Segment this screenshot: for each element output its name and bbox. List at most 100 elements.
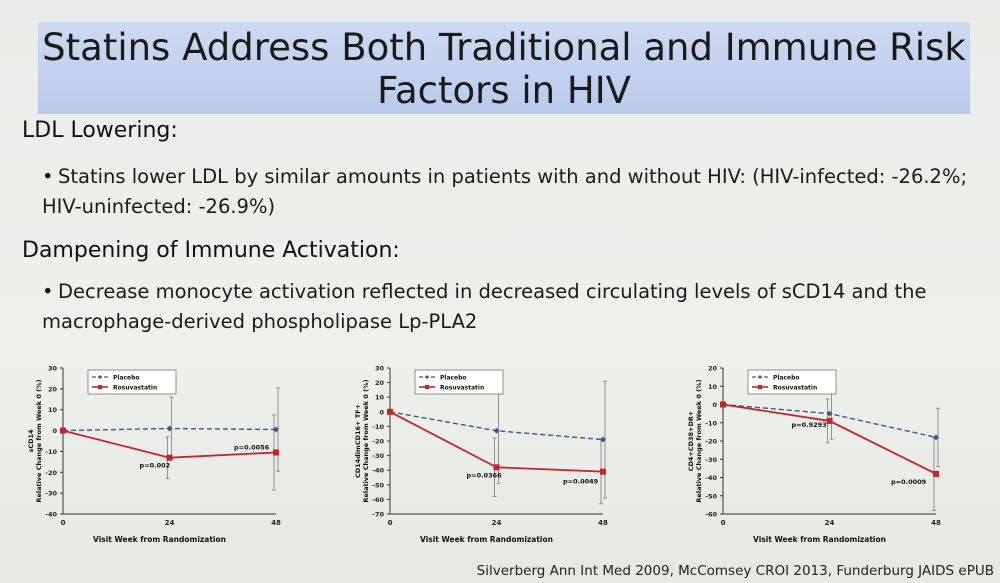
y-axis-label: sCD14 xyxy=(27,429,35,453)
bullet-immune-text: Decrease monocyte activation reflected i… xyxy=(42,280,927,333)
y-tick-label: -10 xyxy=(45,448,57,456)
bullet-dot-icon: • xyxy=(42,280,54,303)
bullet-ldl-text: Statins lower LDL by similar amounts in … xyxy=(42,165,968,218)
legend-label-rosuvastatin: Rosuvastatin xyxy=(113,385,157,392)
y-tick-label: 10 xyxy=(708,383,718,391)
chart-svg-2: 20 10 0 -10 -20 -30 -40 -50 -60 0 24 48 Visit Week f… xyxy=(687,365,941,545)
y-tick-label: 10 xyxy=(375,394,385,402)
y-axis-label-line2: Relative Change from Week 0 (%) xyxy=(362,379,370,502)
x-axis-label: Visit Week from Randomization xyxy=(420,535,553,544)
y-tick-label: 0 xyxy=(379,408,384,416)
data-point-rosuvastatin xyxy=(60,427,66,434)
y-axis-label-line2: Relative Change from Week 0 (%) xyxy=(35,379,43,502)
x-axis-label: Visit Week from Randomization xyxy=(753,535,886,544)
y-tick-label: -10 xyxy=(372,423,384,431)
y-tick-label: 20 xyxy=(375,379,385,387)
y-tick-label: 0 xyxy=(712,401,717,409)
legend-label-placebo: Placebo xyxy=(773,375,800,382)
chart-cd4: 20 10 0 -10 -20 -30 -40 -50 -60 0 24 48 Visit Week f… xyxy=(668,358,968,558)
p-value-label: p=0.0366 xyxy=(467,471,503,479)
y-tick-label: -70 xyxy=(372,511,384,519)
legend-label-placebo: Placebo xyxy=(113,375,140,382)
y-tick-label: -40 xyxy=(45,511,57,519)
legend-label-rosuvastatin: Rosuvastatin xyxy=(440,385,484,392)
data-point-placebo xyxy=(493,427,500,434)
x-tick-label: 48 xyxy=(271,519,281,527)
data-point-rosuvastatin xyxy=(600,468,606,475)
y-axis-label-line2: Relative Change from Week 0 (%) xyxy=(695,379,703,502)
y-tick-label: 20 xyxy=(48,385,58,393)
y-tick-label: -20 xyxy=(705,438,717,446)
x-tick-label: 24 xyxy=(492,519,502,527)
series-line-rosuvastatin xyxy=(389,411,604,473)
chart-cd14dim: 30 20 10 0 -10 -20 -30 -40 -50 -60 -70 0 24 48 Visit W… xyxy=(335,358,635,558)
data-point-placebo xyxy=(166,425,173,432)
bullet-immune: • Decrease monocyte activation reflected … xyxy=(42,277,982,337)
y-tick-label: -40 xyxy=(705,474,717,482)
chart-svg-1: 30 20 10 0 -10 -20 -30 -40 -50 -60 -70 0 24 48 Visit W… xyxy=(354,365,608,545)
legend-label-placebo: Placebo xyxy=(440,375,467,382)
x-tick-label: 48 xyxy=(931,519,941,527)
bullet-dot-icon: • xyxy=(42,165,54,188)
y-tick-label: -40 xyxy=(372,467,384,475)
y-tick-label: -60 xyxy=(372,496,384,504)
x-tick-label: 24 xyxy=(165,519,175,527)
x-tick-label: 24 xyxy=(825,519,835,527)
slide-title: Statins Address Both Traditional and Imm… xyxy=(42,26,966,112)
legend-label-rosuvastatin: Rosuvastatin xyxy=(773,385,817,392)
data-point-rosuvastatin xyxy=(826,417,833,424)
y-tick-label: -20 xyxy=(45,469,57,477)
y-tick-label: -10 xyxy=(705,419,717,427)
y-tick-label: -60 xyxy=(705,511,717,519)
y-tick-label: -50 xyxy=(705,492,717,500)
data-point-rosuvastatin xyxy=(933,470,939,477)
data-point-placebo xyxy=(273,426,279,433)
x-axis-label: Visit Week from Randomization xyxy=(93,535,226,544)
p-value-label: p=0.002 xyxy=(140,462,171,470)
data-point-rosuvastatin xyxy=(166,454,173,461)
y-tick-label: 0 xyxy=(52,427,57,435)
chart-scd14: 30 20 10 0 -10 -20 -30 -40 0 24 48 Visit Week from … xyxy=(8,358,308,558)
citation: Silverberg Ann Int Med 2009, McComsey CR… xyxy=(476,563,994,579)
y-axis-label: CD4+CD38+DR+ xyxy=(687,411,695,472)
y-axis-label-group: CD4+CD38+DR+ Relative Change from Week 0 … xyxy=(687,379,703,502)
x-tick-label: 48 xyxy=(598,519,608,527)
data-point-placebo xyxy=(826,410,833,417)
legend-box xyxy=(87,369,177,395)
series-line-placebo xyxy=(389,411,604,441)
y-axis-label-group: sCD14 Relative Change from Week 0 (%) xyxy=(27,379,43,502)
data-point-rosuvastatin xyxy=(493,464,500,471)
y-tick-label: -30 xyxy=(705,456,717,464)
data-point-rosuvastatin xyxy=(720,401,726,408)
data-point-rosuvastatin xyxy=(273,449,279,456)
title-band xyxy=(38,22,970,114)
y-axis-label: CD14dimCD16+ TF+ xyxy=(354,404,362,478)
x-tick-label: 0 xyxy=(61,519,66,527)
y-axis-label-group: CD14dimCD16+ TF+ Relative Change from Wee… xyxy=(354,379,370,502)
p-value-label: p=0.9293 xyxy=(792,421,827,429)
legend-marker-placebo xyxy=(98,375,102,379)
legend-box xyxy=(414,369,504,395)
data-point-placebo xyxy=(600,436,606,443)
y-tick-label: -30 xyxy=(45,490,57,498)
chart-svg-0: 30 20 10 0 -10 -20 -30 -40 0 24 48 Visit Week from … xyxy=(27,365,281,545)
legend-box xyxy=(747,369,837,395)
legend-marker-rosuvastatin xyxy=(425,385,429,389)
legend-marker-rosuvastatin xyxy=(98,385,102,389)
section-heading-immune: Dampening of Immune Activation: xyxy=(22,238,400,263)
p-value-label: p=0.0009 xyxy=(891,478,927,486)
p-value-label: p=0.0049 xyxy=(563,478,599,486)
y-tick-label: 30 xyxy=(48,365,58,373)
y-tick-label: -20 xyxy=(372,438,384,446)
y-tick-label: 30 xyxy=(375,365,385,373)
legend-marker-placebo xyxy=(758,375,762,379)
y-tick-label: 10 xyxy=(48,406,58,414)
data-point-rosuvastatin xyxy=(387,408,393,415)
x-tick-label: 0 xyxy=(721,519,726,527)
legend-marker-rosuvastatin xyxy=(758,385,762,389)
y-tick-label: 20 xyxy=(708,365,718,373)
bullet-ldl: • Statins lower LDL by similar amounts in… xyxy=(42,162,982,222)
y-tick-label: -50 xyxy=(372,481,384,489)
x-tick-label: 0 xyxy=(388,519,393,527)
legend-marker-placebo xyxy=(425,375,429,379)
